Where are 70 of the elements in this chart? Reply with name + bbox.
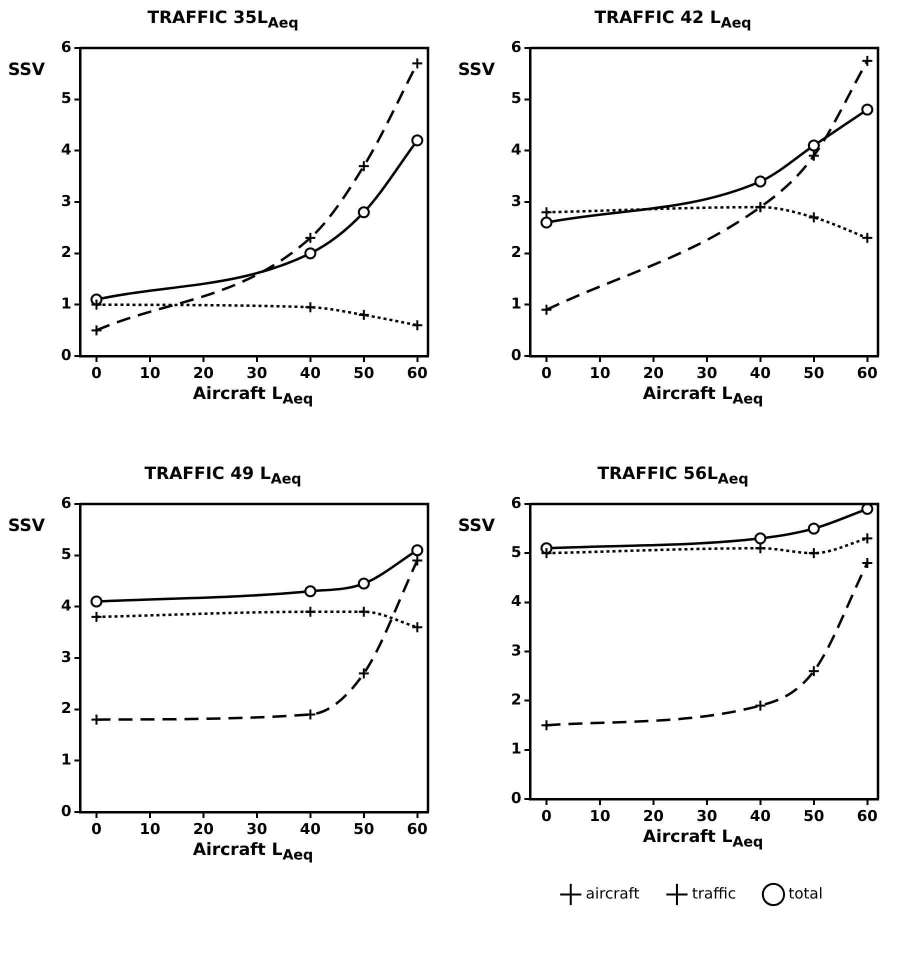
y-tick-label: 0 bbox=[61, 346, 72, 364]
y-tick-label: 1 bbox=[511, 294, 522, 313]
x-axis-title: Aircraft L$_{Aeq}$ bbox=[642, 384, 764, 408]
y-tick-label: 1 bbox=[511, 740, 522, 758]
x-tick-label: 50 bbox=[353, 820, 374, 838]
y-tick-label: 2 bbox=[61, 699, 72, 718]
y-tick-label: 5 bbox=[511, 89, 522, 108]
x-tick-label: 0 bbox=[91, 364, 102, 382]
x-tick-label: 20 bbox=[642, 364, 664, 382]
y-axis-title: SSV bbox=[458, 60, 495, 80]
x-tick-label: 50 bbox=[803, 364, 824, 382]
y-tick-label: 3 bbox=[511, 641, 522, 660]
x-tick-label: 10 bbox=[140, 364, 160, 382]
y-tick-label: 4 bbox=[511, 592, 522, 610]
y-tick-label: 6 bbox=[61, 38, 72, 56]
x-tick-label: 60 bbox=[406, 364, 428, 382]
legend-label: traffic bbox=[692, 884, 736, 902]
x-axis-title: Aircraft L$_{Aeq}$ bbox=[192, 840, 314, 864]
y-tick-label: 6 bbox=[511, 494, 522, 512]
x-tick-label: 50 bbox=[353, 364, 374, 382]
x-tick-label: 20 bbox=[642, 806, 664, 825]
x-axis-title: Aircraft L$_{Aeq}$ bbox=[192, 384, 314, 408]
y-tick-label: 1 bbox=[61, 750, 72, 769]
x-tick-label: 30 bbox=[696, 806, 718, 825]
y-tick-label: 3 bbox=[61, 192, 72, 210]
y-tick-label: 3 bbox=[511, 192, 522, 210]
y-tick-label: 6 bbox=[61, 494, 72, 512]
x-tick-label: 60 bbox=[856, 364, 878, 382]
x-tick-label: 40 bbox=[300, 820, 321, 838]
y-tick-label: 5 bbox=[511, 543, 522, 562]
x-tick-label: 10 bbox=[140, 820, 160, 838]
y-axis-title: SSV bbox=[458, 516, 495, 536]
x-tick-label: 30 bbox=[246, 364, 268, 382]
y-tick-label: 2 bbox=[511, 690, 522, 709]
chart-title: TRAFFIC 56L$_{Aeq}$ bbox=[596, 464, 750, 490]
y-axis-title: SSV bbox=[8, 60, 45, 80]
legend-label: aircraft bbox=[586, 884, 640, 902]
x-tick-label: 20 bbox=[192, 364, 214, 382]
y-tick-label: 4 bbox=[61, 596, 72, 615]
x-tick-label: 50 bbox=[803, 806, 824, 825]
x-tick-label: 10 bbox=[590, 806, 610, 825]
y-tick-label: 4 bbox=[61, 140, 72, 159]
x-tick-label: 10 bbox=[590, 364, 610, 382]
x-tick-label: 0 bbox=[91, 820, 102, 838]
chart-title: TRAFFIC 35L$_{Aeq}$ bbox=[146, 8, 300, 34]
chart-title: TRAFFIC 49 L$_{Aeq}$ bbox=[144, 464, 302, 490]
y-tick-label: 4 bbox=[511, 140, 522, 159]
y-tick-label: 6 bbox=[511, 38, 522, 56]
chart-title: TRAFFIC 42 L$_{Aeq}$ bbox=[594, 8, 752, 34]
x-tick-label: 0 bbox=[541, 364, 552, 382]
x-tick-label: 30 bbox=[696, 364, 718, 382]
x-tick-label: 40 bbox=[750, 806, 771, 825]
y-tick-label: 0 bbox=[511, 346, 522, 364]
y-axis-title: SSV bbox=[8, 516, 45, 536]
y-tick-label: 5 bbox=[61, 545, 72, 564]
y-tick-label: 3 bbox=[61, 648, 72, 666]
y-tick-label: 1 bbox=[61, 294, 72, 313]
x-tick-label: 20 bbox=[192, 820, 214, 838]
x-tick-label: 60 bbox=[406, 820, 428, 838]
x-tick-label: 40 bbox=[300, 364, 321, 382]
x-tick-label: 60 bbox=[856, 806, 878, 825]
y-tick-label: 2 bbox=[511, 243, 522, 262]
y-tick-label: 0 bbox=[511, 788, 522, 807]
y-tick-label: 5 bbox=[61, 89, 72, 108]
legend-label: total bbox=[788, 884, 823, 902]
x-tick-label: 40 bbox=[750, 364, 771, 382]
x-tick-label: 0 bbox=[541, 806, 552, 825]
y-tick-label: 2 bbox=[61, 243, 72, 262]
x-axis-title: Aircraft L$_{Aeq}$ bbox=[642, 827, 764, 850]
x-tick-label: 30 bbox=[246, 820, 268, 838]
